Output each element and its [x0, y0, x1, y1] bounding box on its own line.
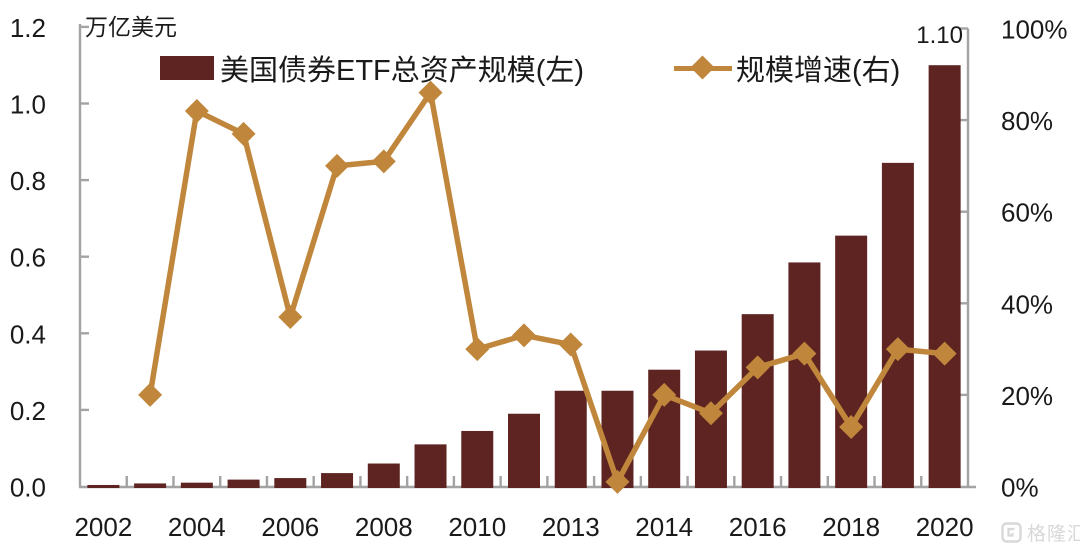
growth-point-2018	[839, 414, 864, 439]
left-axis-unit-label: 万亿美元	[85, 14, 177, 40]
legend-item-line-series: 规模增速(右)	[674, 50, 901, 87]
bar-2002	[87, 484, 120, 488]
x-axis-tick-label-2013: 2013	[542, 512, 600, 542]
watermark-text: 格隆汇	[1027, 524, 1080, 545]
bar-2003	[134, 483, 167, 488]
bar-2012	[554, 390, 587, 488]
growth-point-2005	[231, 121, 256, 146]
gelonghui-logo-icon	[1001, 522, 1022, 543]
bar-2019	[881, 162, 914, 489]
x-axis-tick-label-2008: 2008	[355, 512, 413, 542]
right-axis-tick-label-20%: 20%	[1001, 381, 1053, 411]
x-axis-tick-label-2018: 2018	[822, 512, 880, 542]
left-axis-tick-label-0.8: 0.8	[10, 166, 46, 196]
legend-line-label: 规模增速(右)	[736, 55, 901, 87]
legend-item-bar-series: 美国债券ETF总资产规模(左)	[160, 50, 585, 87]
growth-point-2020	[932, 341, 957, 366]
bar-2018	[835, 235, 868, 488]
growth-point-2014	[652, 382, 677, 407]
bar-2010	[461, 430, 494, 488]
growth-line	[147, 89, 948, 485]
bar-2006	[274, 478, 307, 488]
x-axis-tick-label-2014: 2014	[635, 512, 693, 542]
bar-2011	[508, 413, 540, 488]
x-axis-tick-label-2004: 2004	[168, 512, 226, 542]
growth-point-2006	[278, 305, 303, 330]
growth-point-2010	[465, 337, 490, 362]
x-axis-tick-label-2010: 2010	[448, 512, 506, 542]
x-axis-tick-label-2002: 2002	[74, 512, 132, 542]
bar-2007	[321, 473, 354, 488]
growth-point-2004	[184, 98, 209, 123]
growth-point-2015	[698, 401, 723, 426]
bar-2020	[928, 65, 961, 488]
growth-point-2019	[885, 337, 910, 362]
right-axis-tick-label-80%: 80%	[1001, 106, 1053, 136]
bar-2009	[414, 444, 447, 488]
right-axis-tick-label-60%: 60%	[1001, 198, 1053, 228]
left-axis-tick-label-1.2: 1.2	[10, 13, 46, 43]
right-axis-tick-label-0%: 0%	[1001, 473, 1039, 503]
left-axis-tick-label-0.6: 0.6	[10, 243, 46, 273]
left-axis-tick-label-0.4: 0.4	[10, 319, 46, 349]
gelonghui-watermark: 格隆汇	[1001, 519, 1080, 546]
bar-2005	[227, 479, 260, 488]
right-axis-tick-label-40%: 40%	[1001, 289, 1053, 319]
bar-value-label: 1.10	[916, 22, 963, 49]
growth-point-2012	[558, 332, 583, 357]
legend-bar-label: 美国债券ETF总资产规模(左)	[220, 55, 585, 87]
growth-point-2013	[605, 469, 630, 494]
x-axis-tick-label-2020: 2020	[916, 512, 974, 542]
bar-2004	[180, 482, 213, 488]
right-axis-tick-label-100%: 100%	[1001, 15, 1068, 45]
left-axis-tick-label-1.0: 1.0	[10, 90, 46, 120]
x-axis-tick-label-2016: 2016	[729, 512, 787, 542]
bar-2016	[741, 314, 774, 488]
growth-point-2009	[418, 80, 443, 105]
bar-2008	[367, 463, 400, 488]
growth-point-2008	[371, 149, 396, 174]
left-axis-tick-label-0.2: 0.2	[10, 396, 46, 426]
growth-point-2007	[325, 153, 350, 178]
growth-point-2011	[512, 323, 536, 348]
left-axis-tick-label-0.0: 0.0	[10, 473, 46, 503]
line-series-swatch-icon	[674, 55, 732, 80]
growth-point-2017	[792, 341, 817, 366]
bar-series-swatch-icon	[160, 56, 214, 80]
growth-point-2016	[745, 355, 770, 380]
x-axis-tick-label-2006: 2006	[261, 512, 319, 542]
growth-point-2003	[138, 382, 163, 407]
